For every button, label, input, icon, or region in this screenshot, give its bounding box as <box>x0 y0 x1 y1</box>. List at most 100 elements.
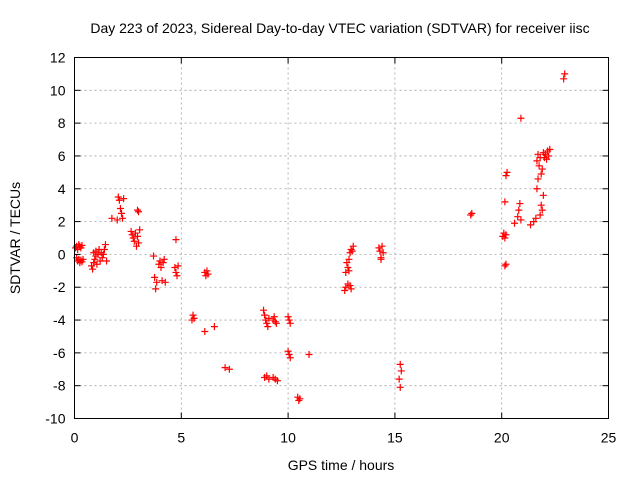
data-point <box>99 250 107 258</box>
data-point <box>119 214 127 222</box>
data-point <box>108 214 116 222</box>
y-tick-label: 10 <box>50 82 66 98</box>
data-point <box>117 209 125 217</box>
data-point <box>532 214 540 222</box>
data-point <box>536 211 544 219</box>
y-tick-label: 6 <box>58 148 66 164</box>
data-point <box>511 219 519 227</box>
data-point <box>344 264 352 272</box>
data-point <box>160 255 168 263</box>
data-point <box>535 162 543 170</box>
data-point <box>397 367 405 375</box>
data-point <box>130 237 138 245</box>
data-point <box>537 170 545 178</box>
data-point <box>379 249 387 257</box>
data-point <box>561 70 569 78</box>
data-point <box>90 259 98 267</box>
data-point <box>136 226 144 234</box>
data-point <box>285 351 293 359</box>
data-point <box>533 157 541 165</box>
data-points <box>72 70 569 404</box>
data-point <box>537 201 545 209</box>
data-point <box>349 242 357 250</box>
data-point <box>341 287 349 295</box>
data-point <box>501 262 509 270</box>
y-tick-label: 12 <box>50 50 66 66</box>
data-point <box>284 313 292 321</box>
data-point <box>101 241 109 249</box>
data-point <box>129 234 137 242</box>
data-point <box>533 185 541 193</box>
x-tick-label: 25 <box>601 430 617 446</box>
data-point <box>376 247 384 255</box>
data-point <box>120 195 128 203</box>
y-tick-label: 4 <box>58 181 66 197</box>
data-point <box>174 262 182 270</box>
data-point <box>345 267 353 275</box>
data-point <box>296 395 304 403</box>
data-point <box>538 206 546 214</box>
data-point <box>264 323 272 331</box>
data-point <box>534 175 542 183</box>
data-point <box>503 168 511 176</box>
data-point <box>515 206 523 214</box>
data-point <box>157 264 165 272</box>
data-point <box>346 282 354 290</box>
data-point <box>538 165 546 173</box>
data-point <box>260 306 268 314</box>
data-point <box>517 216 525 224</box>
data-point <box>113 216 121 224</box>
data-point <box>265 314 273 322</box>
y-tick-label: 8 <box>58 115 66 131</box>
data-point <box>221 364 229 372</box>
data-point <box>103 257 111 265</box>
y-tick-label: -6 <box>53 345 66 361</box>
data-point <box>285 316 293 324</box>
data-point <box>342 268 350 276</box>
data-point <box>116 204 124 212</box>
data-point <box>189 311 197 319</box>
data-point <box>172 236 180 244</box>
data-point <box>378 242 386 250</box>
data-point <box>115 196 123 204</box>
data-point <box>128 231 136 239</box>
x-tick-label: 20 <box>494 430 510 446</box>
data-point <box>539 191 547 199</box>
y-tick-label: 0 <box>58 246 66 262</box>
x-tick-label: 0 <box>71 430 79 446</box>
data-point <box>78 241 86 249</box>
y-tick-label: -2 <box>53 279 66 295</box>
data-point <box>114 193 122 201</box>
data-point <box>203 267 211 275</box>
data-point <box>261 311 269 319</box>
axis-ticks: 0 5 10 15 20 25 -10 -8 -6 -4 -2 0 2 4 6 8 10 12 <box>45 50 616 446</box>
data-point <box>263 319 271 327</box>
data-point <box>527 221 535 229</box>
data-point <box>171 264 179 272</box>
y-tick-label: -4 <box>53 312 66 328</box>
data-point <box>545 152 553 160</box>
data-point <box>173 272 181 280</box>
data-point <box>345 255 353 263</box>
data-point <box>348 247 356 255</box>
data-point <box>286 354 294 362</box>
data-point <box>151 273 159 281</box>
data-point <box>161 278 169 286</box>
data-point <box>468 209 476 217</box>
data-point <box>91 255 99 263</box>
data-point <box>347 285 355 293</box>
data-point <box>284 347 292 355</box>
data-point <box>560 75 568 83</box>
data-point <box>210 323 218 331</box>
data-point <box>201 328 209 336</box>
x-tick-label: 10 <box>280 430 296 446</box>
grid-lines <box>74 57 609 419</box>
data-point <box>262 316 270 324</box>
data-point <box>150 252 158 260</box>
data-point <box>273 377 281 385</box>
data-point <box>501 234 509 242</box>
data-point <box>225 365 233 373</box>
data-point <box>305 351 313 359</box>
